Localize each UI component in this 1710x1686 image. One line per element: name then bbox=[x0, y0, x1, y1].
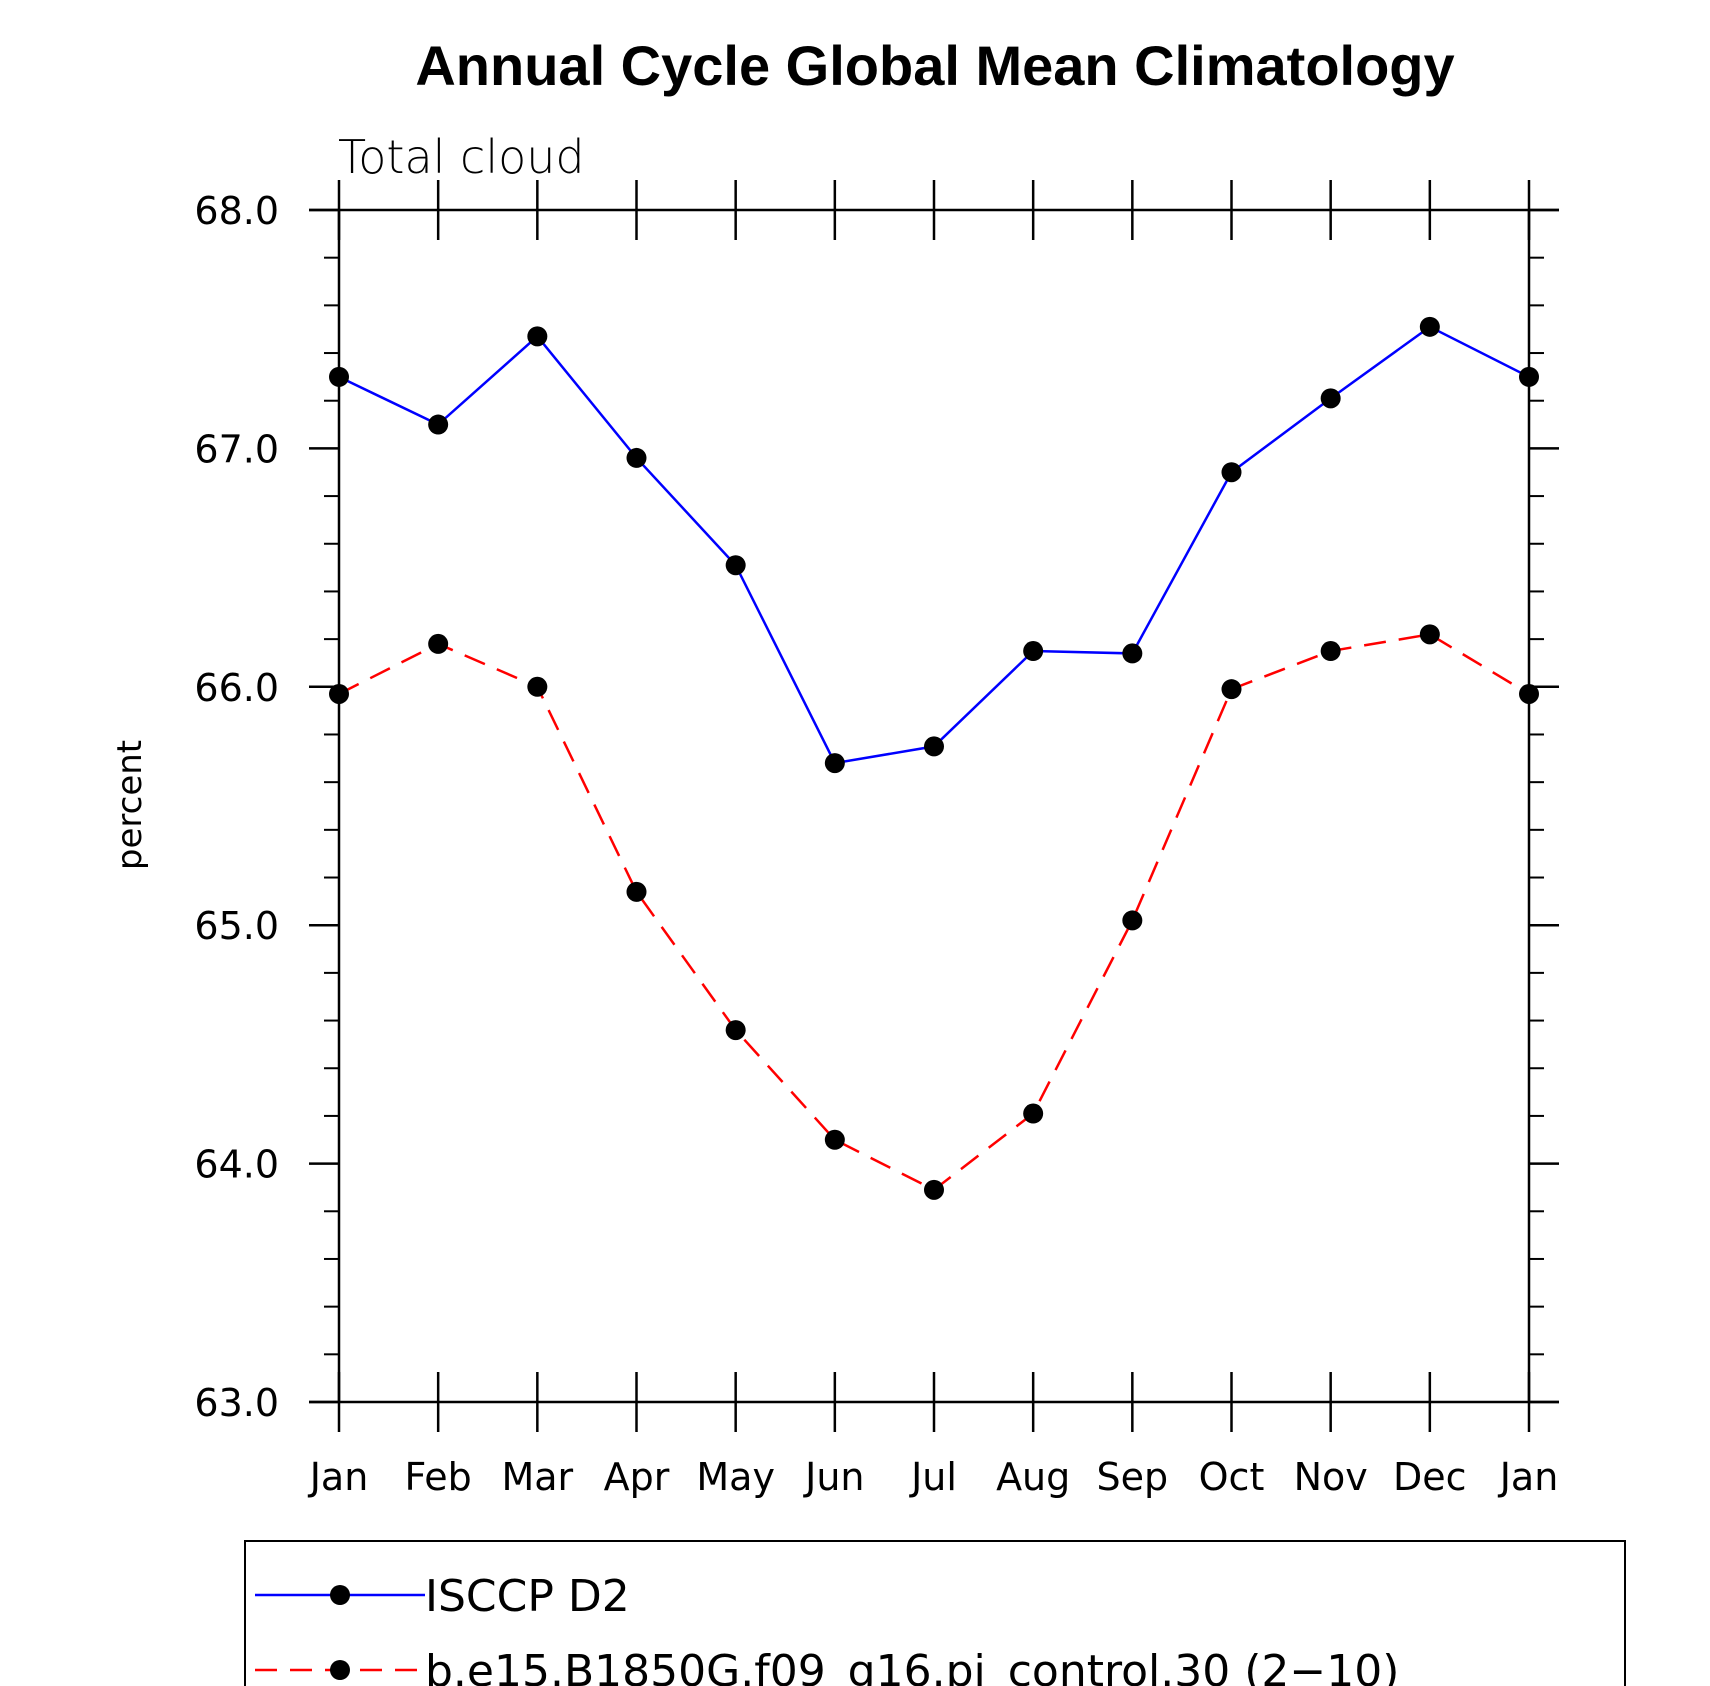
legend: ISCCP D2 b.e15.B1850G.f09_g16.pi_control.… bbox=[244, 1540, 1626, 1686]
data-point bbox=[1419, 316, 1440, 337]
y-tick-label: 65.0 bbox=[194, 904, 279, 948]
y-tick-label: 66.0 bbox=[194, 666, 279, 710]
chart-title: Annual Cycle Global Mean Climatology bbox=[415, 34, 1454, 97]
data-point bbox=[824, 1129, 845, 1150]
x-tick-label: Jan bbox=[308, 1455, 369, 1499]
data-point bbox=[527, 676, 548, 697]
data-point bbox=[527, 326, 548, 347]
y-tick-label: 67.0 bbox=[194, 427, 279, 471]
data-point bbox=[329, 366, 349, 387]
x-tick-label: Apr bbox=[604, 1455, 670, 1499]
x-tick-label: Jun bbox=[803, 1455, 864, 1499]
x-tick-label: Nov bbox=[1294, 1455, 1368, 1499]
legend-label-0: ISCCP D2 bbox=[425, 1571, 630, 1622]
legend-marker-1 bbox=[330, 1660, 350, 1680]
data-point bbox=[1519, 366, 1539, 387]
x-tick-label: May bbox=[696, 1455, 775, 1499]
data-point bbox=[725, 1020, 746, 1041]
x-tick-label: Jan bbox=[1498, 1455, 1559, 1499]
legend-frame bbox=[244, 1540, 1626, 1686]
data-point bbox=[1320, 388, 1341, 409]
series-layer bbox=[329, 316, 1539, 1200]
data-point bbox=[1122, 910, 1143, 931]
data-point bbox=[329, 683, 349, 704]
x-tick-label: Jul bbox=[909, 1455, 957, 1499]
data-point bbox=[1221, 679, 1242, 700]
x-tick-label: Mar bbox=[501, 1455, 573, 1499]
legend-marker-0 bbox=[330, 1585, 350, 1605]
legend-label-1: b.e15.B1850G.f09_g16.pi_control.30 (2−10… bbox=[425, 1646, 1399, 1686]
y-tick-label: 63.0 bbox=[194, 1381, 279, 1425]
y-tick-label: 68.0 bbox=[194, 189, 279, 233]
data-point bbox=[428, 414, 449, 435]
data-point bbox=[824, 753, 845, 774]
x-tick-label: Feb bbox=[405, 1455, 472, 1499]
x-tick-label: Oct bbox=[1199, 1455, 1265, 1499]
y-axis-label: percent bbox=[110, 740, 150, 870]
data-point bbox=[1519, 683, 1539, 704]
plot-axes: Jan Feb Mar Apr May Jun Jul Aug Sep Oct Nov Dec Jan 6… bbox=[194, 180, 1559, 1499]
series-line-1 bbox=[338, 633, 1530, 1192]
data-point bbox=[626, 447, 647, 468]
x-tick-label: Sep bbox=[1097, 1455, 1169, 1499]
x-tick-label: Aug bbox=[996, 1455, 1070, 1499]
data-point bbox=[1221, 462, 1242, 483]
data-point bbox=[924, 736, 944, 757]
data-point bbox=[1419, 624, 1440, 645]
data-point bbox=[725, 555, 746, 576]
data-point bbox=[1023, 641, 1044, 662]
x-tick-label: Dec bbox=[1393, 1455, 1467, 1499]
data-point bbox=[924, 1179, 944, 1200]
data-point bbox=[1320, 641, 1341, 662]
data-point bbox=[428, 633, 449, 654]
data-point bbox=[1023, 1103, 1044, 1124]
series-line-0 bbox=[338, 325, 1530, 765]
data-point bbox=[626, 881, 647, 902]
chart-subtitle: Total cloud bbox=[338, 130, 585, 184]
data-point bbox=[1122, 643, 1143, 664]
y-tick-label: 64.0 bbox=[194, 1143, 279, 1187]
